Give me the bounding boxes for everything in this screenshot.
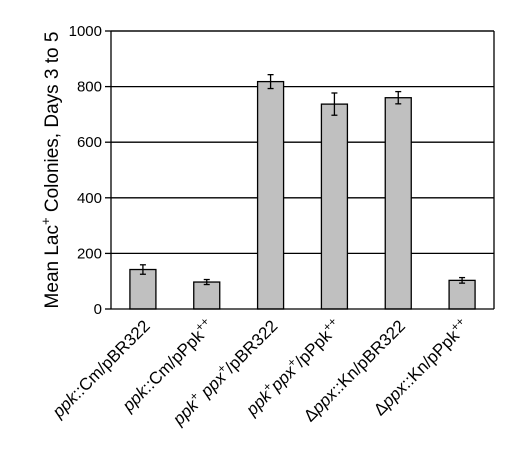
- axes: [105, 30, 495, 310]
- error-bar: [203, 278, 210, 286]
- bar: [193, 281, 221, 310]
- y-tick-label: 200: [77, 245, 102, 262]
- y-axis-label-superscript: +: [38, 217, 53, 225]
- bar: [448, 279, 476, 310]
- y-tick-label: 1000: [69, 23, 102, 40]
- error-bar: [139, 264, 146, 275]
- y-axis-label-suffix: Colonies, Days 3 to 5: [42, 32, 63, 218]
- error-bar: [331, 92, 338, 116]
- error-bar: [395, 90, 402, 105]
- error-bar: [267, 73, 274, 90]
- x-category-label: ppk+ ppx+/pBR322: [166, 314, 281, 429]
- y-axis-label: Mean Lac+ Colonies, Days 3 to 5: [38, 32, 63, 309]
- grid-lines: [111, 30, 494, 255]
- bar: [256, 80, 285, 310]
- y-tick-label: 0: [94, 301, 102, 318]
- bar: [320, 103, 349, 310]
- bar: [129, 268, 157, 310]
- y-tick-labels: 0 200 400 600 800 1000: [69, 23, 102, 318]
- bar: [384, 97, 412, 310]
- error-bar: [459, 276, 466, 284]
- y-tick-label: 800: [77, 79, 102, 96]
- y-axis-label-prefix: Mean Lac: [42, 225, 63, 308]
- y-tick-label: 400: [77, 190, 102, 207]
- bars: [129, 73, 476, 310]
- y-tick-label: 600: [77, 134, 102, 151]
